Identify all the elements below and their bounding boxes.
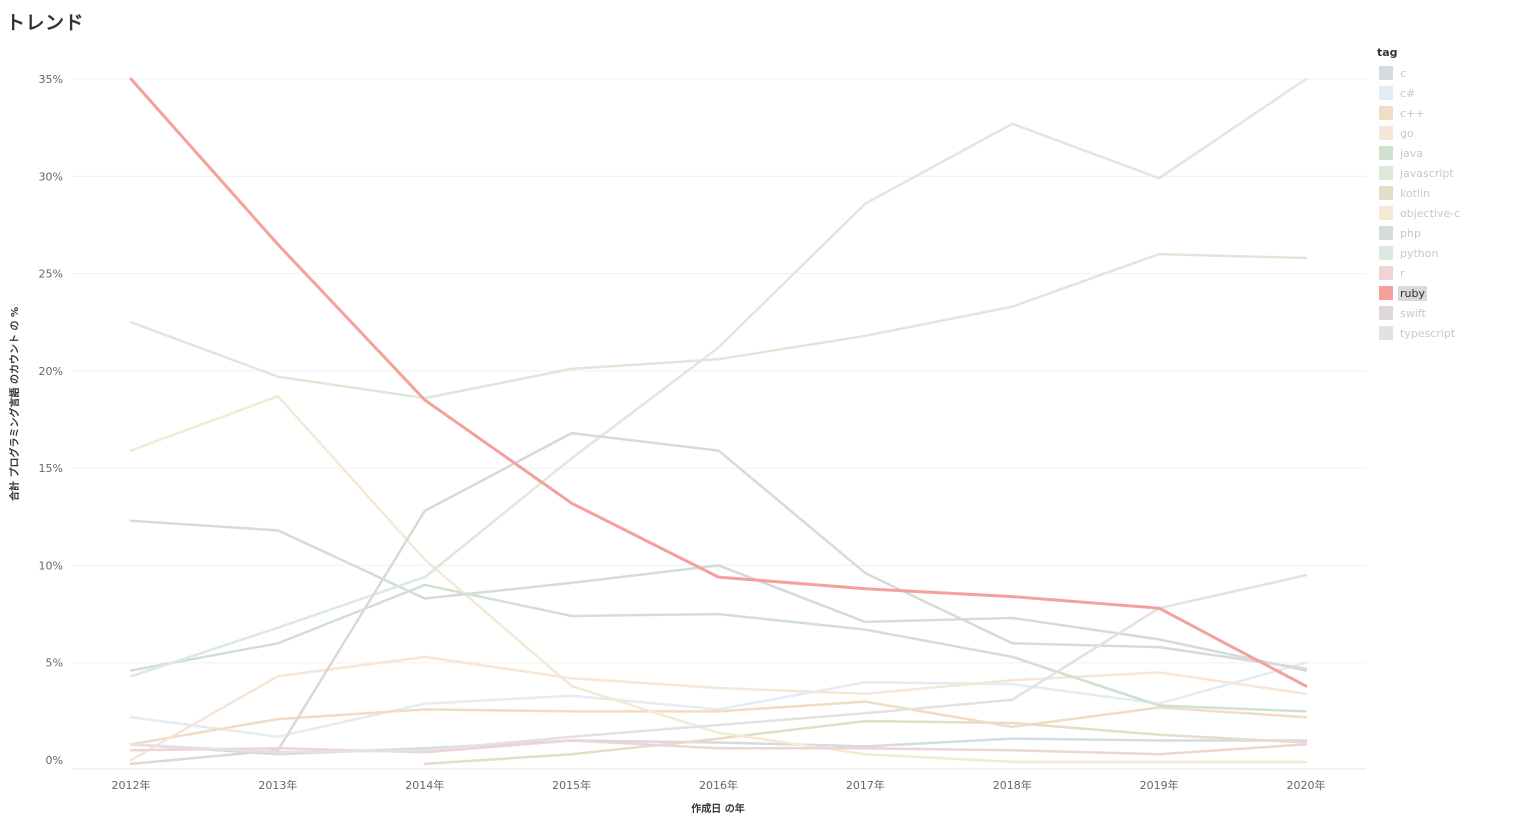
series-line-java[interactable] xyxy=(129,583,1308,713)
legend-item[interactable]: swift xyxy=(1377,303,1507,323)
series-line-python[interactable] xyxy=(129,77,1308,678)
legend-items: c c# c++ go java javascript kotlin objective-c p… xyxy=(1377,63,1507,343)
legend-item[interactable]: javascript xyxy=(1377,163,1507,183)
series-line-swift[interactable] xyxy=(129,431,1308,766)
legend-item[interactable]: objective-c xyxy=(1377,203,1507,223)
legend-item[interactable]: python xyxy=(1377,243,1507,263)
legend-swatch xyxy=(1379,126,1393,140)
series-line-typescript[interactable] xyxy=(129,573,1308,754)
legend-item[interactable]: php xyxy=(1377,223,1507,243)
series-lines xyxy=(129,77,1308,766)
y-tick-label: 25% xyxy=(39,268,63,281)
legend-label: typescript xyxy=(1400,326,1456,340)
series-line-kotlin[interactable] xyxy=(423,719,1308,766)
legend-swatch xyxy=(1379,286,1393,300)
y-axis-ticks: 0% 5% 10% 15% 20% 25% 30% 35% xyxy=(39,73,63,767)
legend-label: javascript xyxy=(1400,166,1454,180)
legend-label: kotlin xyxy=(1400,186,1431,200)
x-tick-label: 2017年 xyxy=(846,778,885,792)
x-tick-label: 2014年 xyxy=(405,778,444,792)
y-tick-label: 0% xyxy=(46,754,63,767)
legend-label: ruby xyxy=(1398,285,1427,301)
x-tick-label: 2013年 xyxy=(258,778,297,792)
legend-swatch xyxy=(1379,66,1393,80)
legend-label: c++ xyxy=(1400,106,1425,120)
y-tick-label: 5% xyxy=(46,657,63,670)
legend-swatch xyxy=(1379,146,1393,160)
series-line-javascript[interactable] xyxy=(129,252,1308,400)
legend-swatch xyxy=(1379,186,1393,200)
page-title: トレンド xyxy=(6,12,85,34)
series-line-ruby[interactable] xyxy=(129,77,1308,688)
legend-item[interactable]: ruby xyxy=(1377,283,1507,303)
y-axis-title: 合計 プログラミング言語 のカウント の % xyxy=(8,307,21,502)
x-tick-label: 2020年 xyxy=(1287,778,1326,792)
legend-label: go xyxy=(1400,126,1414,140)
legend-item[interactable]: c# xyxy=(1377,83,1507,103)
x-tick-label: 2015年 xyxy=(552,778,591,792)
legend-item[interactable]: java xyxy=(1377,143,1507,163)
legend-label: swift xyxy=(1400,306,1426,320)
y-tick-label: 30% xyxy=(39,170,63,183)
legend-swatch xyxy=(1379,86,1393,100)
legend-swatch xyxy=(1379,226,1393,240)
x-tick-label: 2018年 xyxy=(993,778,1032,792)
legend-item[interactable]: typescript xyxy=(1377,323,1507,343)
series-line-c-[interactable] xyxy=(129,700,1308,746)
x-axis-title: 作成日 の年 xyxy=(691,802,744,815)
y-tick-label: 15% xyxy=(39,462,63,475)
legend: tag c c# c++ go java javascript kotlin objectiv… xyxy=(1377,46,1507,343)
series-line-r[interactable] xyxy=(129,739,1308,756)
legend-label: java xyxy=(1400,146,1424,160)
x-tick-label: 2012年 xyxy=(112,778,151,792)
legend-swatch xyxy=(1379,266,1393,280)
x-tick-label: 2016年 xyxy=(699,778,738,792)
y-tick-label: 20% xyxy=(39,365,63,378)
legend-item[interactable]: go xyxy=(1377,123,1507,143)
legend-label: python xyxy=(1400,246,1439,260)
legend-swatch xyxy=(1379,326,1393,340)
legend-swatch xyxy=(1379,246,1393,260)
x-axis-ticks: 2012年 2013年 2014年 2015年 2016年 2017年 2018年 2019年… xyxy=(112,778,1326,792)
x-tick-label: 2019年 xyxy=(1140,778,1179,792)
legend-item[interactable]: r xyxy=(1377,263,1507,283)
legend-swatch xyxy=(1379,166,1393,180)
series-line-php[interactable] xyxy=(129,519,1308,672)
legend-title: tag xyxy=(1377,46,1398,59)
legend-label: r xyxy=(1400,266,1405,280)
legend-label: php xyxy=(1400,226,1421,240)
y-tick-label: 10% xyxy=(39,559,63,572)
y-tick-label: 35% xyxy=(39,73,63,86)
legend-item[interactable]: c++ xyxy=(1377,103,1507,123)
grid-lines xyxy=(72,78,1366,664)
legend-item[interactable]: kotlin xyxy=(1377,183,1507,203)
legend-item[interactable]: c xyxy=(1377,63,1507,83)
legend-swatch xyxy=(1379,106,1393,120)
legend-label: c# xyxy=(1400,86,1416,100)
series-line-objective-c[interactable] xyxy=(129,394,1308,764)
legend-swatch xyxy=(1379,206,1393,220)
legend-swatch xyxy=(1379,306,1393,320)
legend-label: c xyxy=(1400,66,1407,80)
legend-label: objective-c xyxy=(1400,206,1461,220)
series-line-c-[interactable] xyxy=(129,661,1308,738)
